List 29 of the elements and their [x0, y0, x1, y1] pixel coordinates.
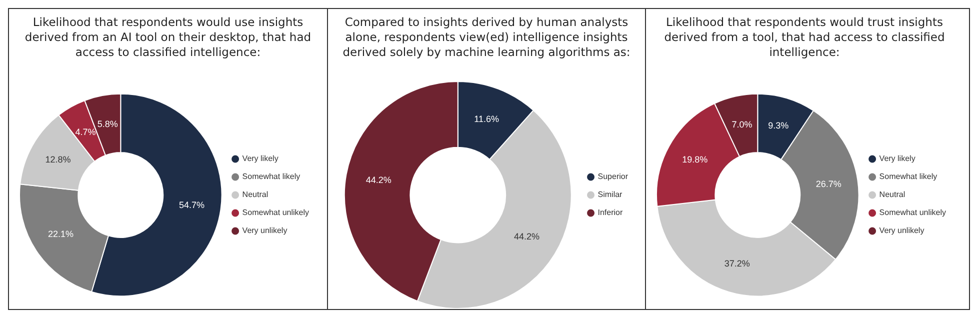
- chart-title: Likelihood that respondents would use insights derived from an AI tool on their desktop, that had access to classified intelligence:: [24, 14, 312, 61]
- data-label: 54.7%: [178, 200, 204, 210]
- legend-label: Neutral: [242, 190, 268, 200]
- legend-label: Somewhat unlikely: [879, 208, 946, 218]
- data-label: 37.2%: [724, 258, 750, 268]
- legend-label: Superior: [598, 172, 628, 182]
- legend-label: Somewhat likely: [242, 172, 300, 182]
- data-label: 7.0%: [732, 119, 752, 130]
- data-label: 19.8%: [682, 154, 708, 164]
- data-label: 5.8%: [97, 118, 118, 129]
- legend-label: Very unlikely: [242, 226, 288, 236]
- chart-title: Likelihood that respondents would trust insights derived from a tool, that had access to classified intelligence:: [663, 14, 946, 61]
- data-label: 9.3%: [768, 120, 789, 131]
- chart-title: Compared to insights derived by human analysts alone, respondents view(ed) intelligence insights derived solely by machine learning algorithms as:: [342, 14, 632, 61]
- data-label: 44.2%: [514, 231, 540, 242]
- data-label: 4.7%: [75, 126, 96, 137]
- legend-label: Very likely: [879, 154, 916, 164]
- legend-label: Somewhat likely: [879, 172, 938, 182]
- legend-label: Neutral: [879, 190, 906, 200]
- legend-label: Somewhat unlikely: [242, 208, 310, 218]
- legend-label: Similar: [598, 190, 623, 200]
- legend-label: Very unlikely: [879, 226, 924, 236]
- legend-label: Inferior: [598, 208, 623, 218]
- data-label: 26.7%: [816, 178, 842, 189]
- data-label: 11.6%: [474, 114, 500, 124]
- data-label: 12.8%: [45, 154, 71, 164]
- data-label: 44.2%: [366, 174, 392, 185]
- legend-label: Very likely: [242, 154, 278, 164]
- data-label: 22.1%: [48, 229, 74, 240]
